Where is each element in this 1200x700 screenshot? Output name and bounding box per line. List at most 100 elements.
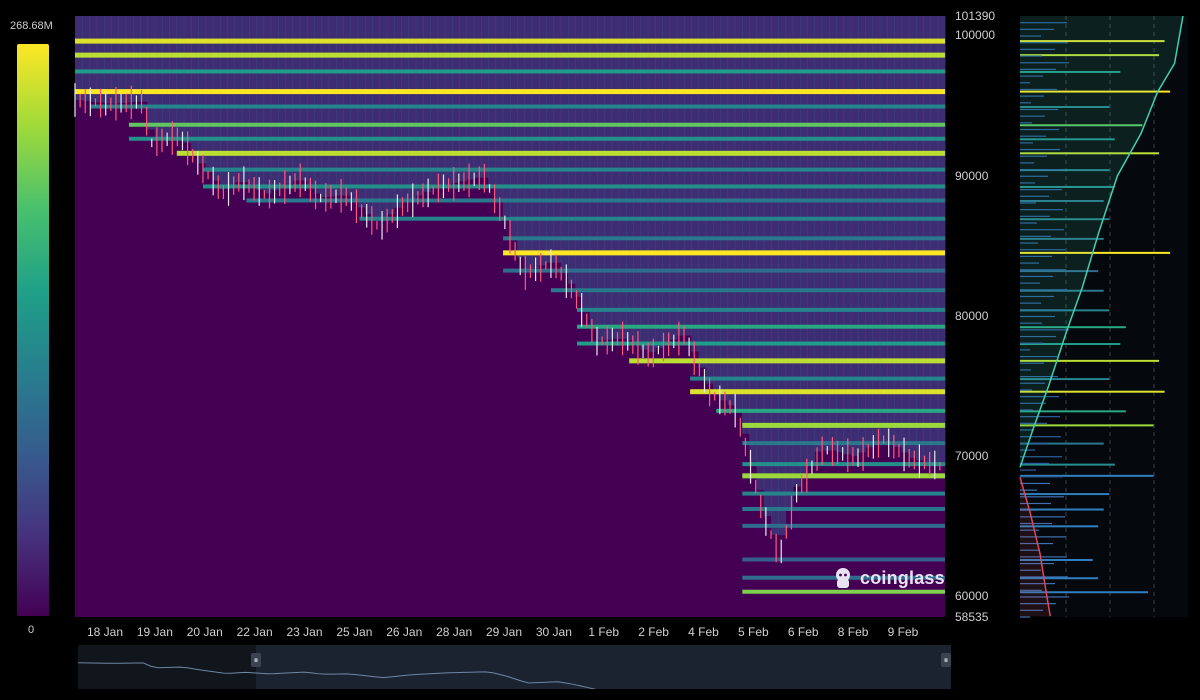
liquidity-region xyxy=(176,16,185,138)
liquidity-band xyxy=(75,52,945,58)
coinglass-watermark: coinglass xyxy=(832,566,945,590)
liquidity-region xyxy=(241,16,250,183)
liquidity-band xyxy=(503,236,945,241)
liquidity-band xyxy=(742,473,945,479)
liquidity-region xyxy=(524,16,533,271)
x-tick-label: 23 Jan xyxy=(286,625,323,639)
profile-bar xyxy=(1020,315,1055,318)
liquidity-region xyxy=(937,16,946,466)
liquidity-region xyxy=(278,16,286,188)
liquidity-region xyxy=(771,16,779,535)
profile-bar xyxy=(1020,152,1160,155)
profile-bar xyxy=(1020,522,1052,525)
profile-bar xyxy=(1020,410,1126,413)
profile-bar xyxy=(1020,138,1115,141)
navigator-right-handle[interactable]: ⏸ xyxy=(941,653,951,667)
profile-bar xyxy=(1020,469,1036,471)
profile-bar xyxy=(1020,390,1165,393)
liquidity-region xyxy=(829,16,837,451)
liquidity-region xyxy=(307,16,315,187)
profile-cumulative-upper xyxy=(1019,15,1184,468)
liquidity-band xyxy=(89,104,946,109)
liquidity-band xyxy=(503,250,945,256)
liquidity-region xyxy=(604,16,613,340)
profile-bar xyxy=(1020,556,1067,558)
profile-bar xyxy=(1020,493,1110,496)
liquidity-region xyxy=(858,16,866,453)
liquidity-region xyxy=(502,16,511,217)
profile-bar xyxy=(1020,462,1049,465)
liquidity-region xyxy=(800,16,808,475)
liquidity-band xyxy=(742,491,945,496)
liquidity-region xyxy=(212,16,221,181)
x-tick-label: 18 Jan xyxy=(86,625,124,639)
liquidity-region xyxy=(473,16,482,178)
profile-bar xyxy=(1020,343,1121,346)
liquidity-region xyxy=(118,16,127,103)
liquidity-band xyxy=(202,167,945,172)
liquidity-region xyxy=(386,16,395,215)
liquidity-region xyxy=(879,16,888,442)
profile-bar xyxy=(1020,529,1039,531)
profile-bar xyxy=(1020,199,1104,202)
liquidity-region xyxy=(249,16,257,187)
x-tick-label: 29 Jan xyxy=(485,625,523,639)
liquidity-region xyxy=(140,16,149,102)
liquidity-region xyxy=(270,16,279,191)
profile-bar xyxy=(1020,329,1069,331)
profile-bar xyxy=(1020,476,1063,478)
liquidity-region xyxy=(568,16,576,284)
liquidity-band xyxy=(359,216,945,221)
liquidity-band xyxy=(742,589,945,594)
profile-bar xyxy=(1020,456,1062,458)
liquidity-band xyxy=(742,441,945,446)
liquidity-band xyxy=(690,389,945,395)
liquidity-band xyxy=(577,307,945,312)
liquidity-region xyxy=(183,16,192,143)
liquidity-region xyxy=(162,16,170,139)
liquidity-region xyxy=(459,16,468,182)
y-tick-label: 80000 xyxy=(955,308,989,323)
x-tick-label: 6 Feb xyxy=(787,625,819,639)
time-navigator[interactable]: ⏸ ⏸ xyxy=(78,645,951,689)
liquidity-band xyxy=(75,89,945,95)
liquidity-band xyxy=(75,38,945,44)
liquidity-region xyxy=(488,16,497,186)
x-tick-label: 2 Feb xyxy=(638,625,669,639)
profile-bar xyxy=(1020,516,1065,518)
liquidity-region xyxy=(96,16,105,103)
y-tick-label: 60000 xyxy=(955,589,989,604)
profile-bar xyxy=(1020,569,1041,571)
profile-bar xyxy=(1020,209,1063,211)
profile-bar xyxy=(1020,175,1048,177)
liquidity-region xyxy=(531,16,540,269)
profile-bar xyxy=(1020,402,1046,404)
y-tick-label: 90000 xyxy=(955,168,989,183)
liquidity-region xyxy=(763,16,772,517)
liquidity-region xyxy=(560,16,569,274)
profile-bar xyxy=(1020,422,1047,424)
liquidity-region xyxy=(691,16,700,352)
liquidity-region xyxy=(734,16,743,411)
profile-bar xyxy=(1020,68,1056,71)
navigator-window[interactable] xyxy=(256,645,951,689)
profile-bar xyxy=(1020,255,1052,257)
profile-bar xyxy=(1020,168,1061,171)
liquidity-region xyxy=(82,16,91,101)
liquidity-region xyxy=(437,16,446,186)
profile-bar xyxy=(1020,229,1064,231)
liquidity-region xyxy=(292,16,301,181)
y-tick-label: 100000 xyxy=(955,28,996,43)
liquidity-region xyxy=(821,16,830,451)
liquidity-region xyxy=(299,16,308,181)
liquidity-region xyxy=(727,16,736,406)
profile-bar xyxy=(1020,349,1030,351)
profile-bar xyxy=(1020,562,1054,565)
navigator-left-handle[interactable]: ⏸ xyxy=(251,653,261,667)
liquidity-region xyxy=(611,16,620,339)
profile-bar xyxy=(1020,48,1055,50)
profile-bar xyxy=(1020,436,1061,438)
profile-bar xyxy=(1020,603,1056,605)
x-tick-label: 4 Feb xyxy=(688,625,719,639)
